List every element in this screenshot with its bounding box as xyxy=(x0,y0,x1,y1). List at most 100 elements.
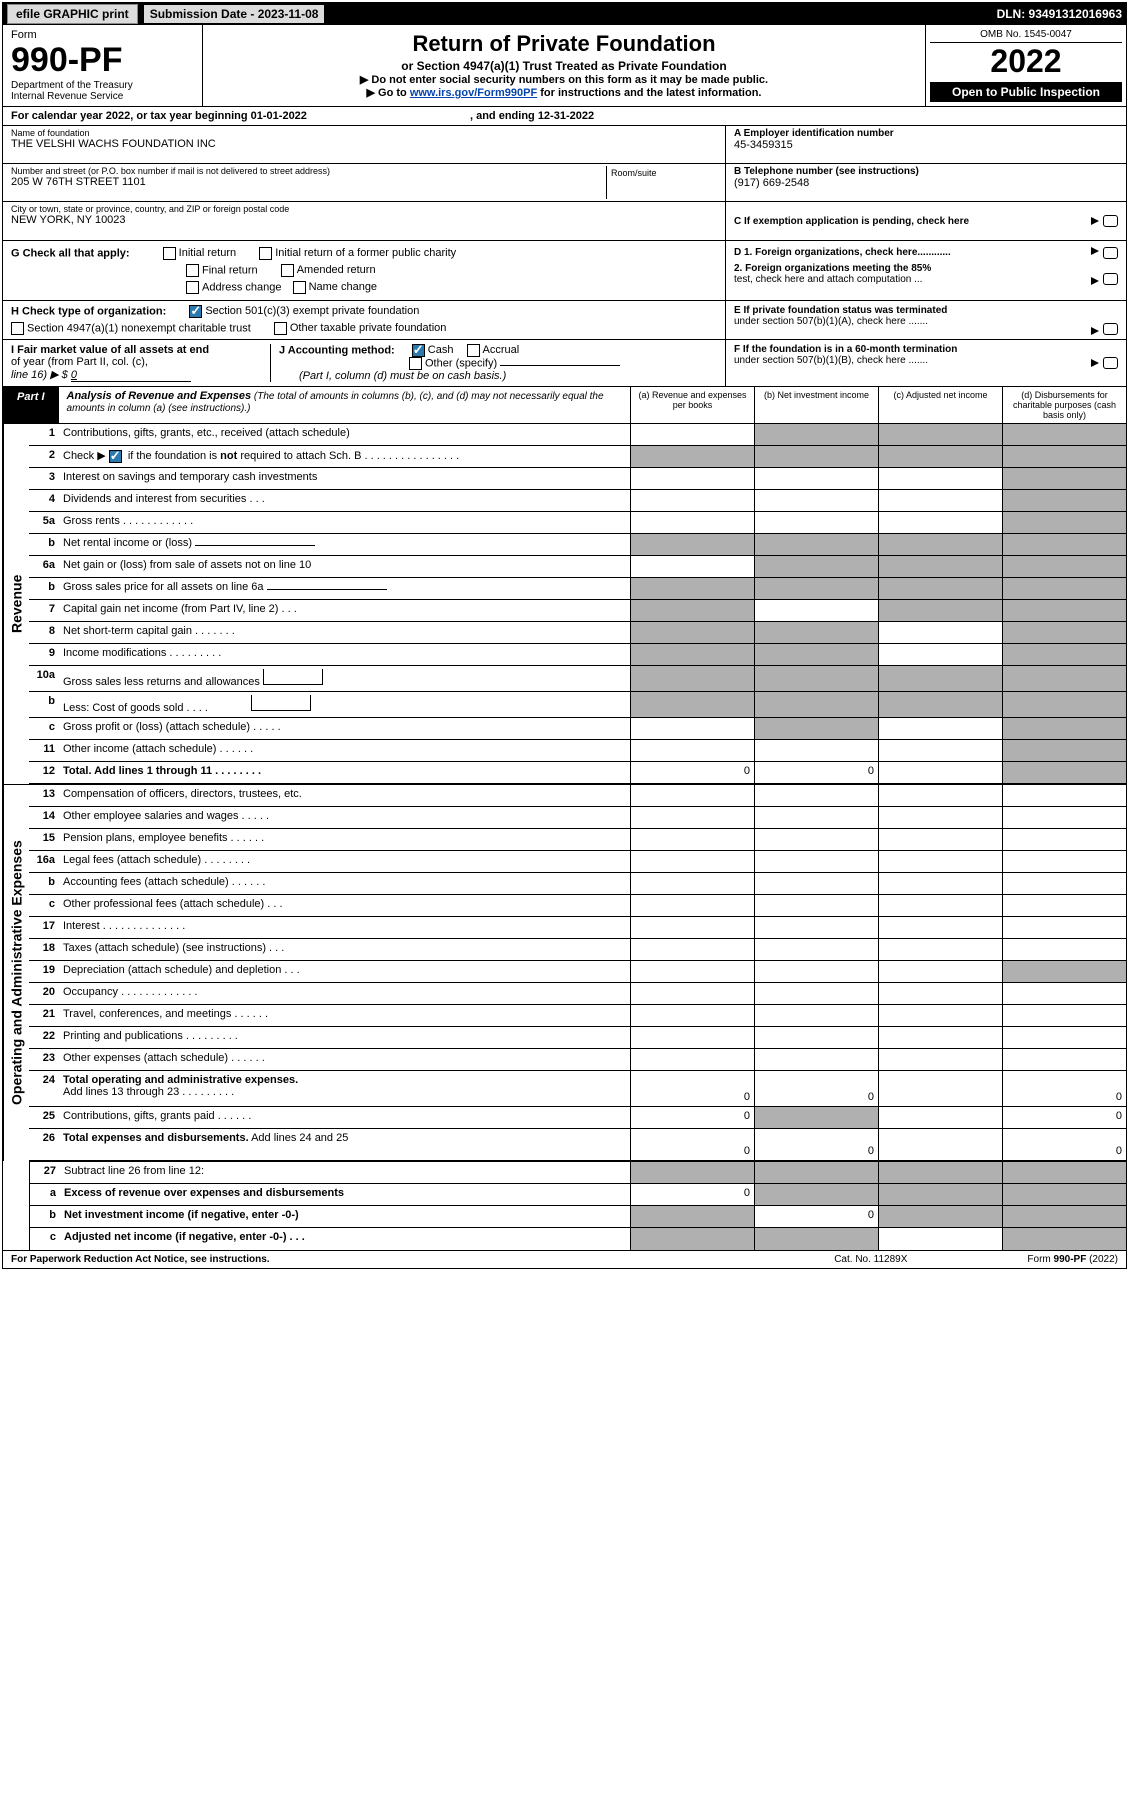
dept: Department of the Treasury xyxy=(11,80,194,91)
name-label: Name of foundation xyxy=(11,128,717,138)
r1: Contributions, gifts, grants, etc., rece… xyxy=(59,424,630,445)
g-initial-former-checkbox[interactable] xyxy=(259,247,272,260)
table-row: 20Occupancy . . . . . . . . . . . . . xyxy=(29,983,1126,1005)
r27: Subtract line 26 from line 12: xyxy=(60,1162,630,1183)
note-2a: ▶ Go to xyxy=(367,87,410,99)
part-title-box: Analysis of Revenue and Expenses (The to… xyxy=(59,387,630,423)
g-name-checkbox[interactable] xyxy=(293,281,306,294)
address-row: Number and street (or P.O. box number if… xyxy=(3,164,725,202)
r10c: Gross profit or (loss) (attach schedule)… xyxy=(59,718,630,739)
r16c: Other professional fees (attach schedule… xyxy=(59,895,630,916)
expense-rows: 13Compensation of officers, directors, t… xyxy=(29,785,1126,1161)
j-cash-checkbox[interactable] xyxy=(412,344,425,357)
col-c-hdr: (c) Adjusted net income xyxy=(878,387,1002,423)
table-row: bNet investment income (if negative, ent… xyxy=(30,1206,1126,1228)
efile-print-button[interactable]: efile GRAPHIC print xyxy=(7,4,138,24)
table-row: 21Travel, conferences, and meetings . . … xyxy=(29,1005,1126,1027)
r24d-val: 0 xyxy=(1002,1071,1126,1106)
r26d-val: 0 xyxy=(1002,1129,1126,1160)
r27b-val: 0 xyxy=(754,1206,878,1227)
table-row: bLess: Cost of goods sold . . . . xyxy=(29,692,1126,718)
note-1: ▶ Do not enter social security numbers o… xyxy=(211,73,917,86)
r3: Interest on savings and temporary cash i… xyxy=(59,468,630,489)
table-row: 10aGross sales less returns and allowanc… xyxy=(29,666,1126,692)
ein-cell: A Employer identification number 45-3459… xyxy=(726,126,1126,164)
street-address: 205 W 76TH STREET 1101 xyxy=(11,176,606,188)
r25d-val: 0 xyxy=(1002,1107,1126,1128)
d2-checkbox[interactable] xyxy=(1103,273,1118,285)
h-box: H Check type of organization: Section 50… xyxy=(3,301,726,339)
e1: E If private foundation status was termi… xyxy=(734,305,947,316)
form-number: 990-PF xyxy=(11,41,194,80)
arrow-icon xyxy=(1091,247,1099,255)
r6b: Gross sales price for all assets on line… xyxy=(59,578,630,599)
note-2b: for instructions and the latest informat… xyxy=(537,87,761,99)
r21: Travel, conferences, and meetings . . . … xyxy=(59,1005,630,1026)
r13: Compensation of officers, directors, tru… xyxy=(59,785,630,806)
h-other-checkbox[interactable] xyxy=(274,322,287,335)
r12: Total. Add lines 1 through 11 . . . . . … xyxy=(59,762,630,783)
j-o1: Cash xyxy=(428,344,454,356)
table-row: 13Compensation of officers, directors, t… xyxy=(29,785,1126,807)
g-amended-checkbox[interactable] xyxy=(281,264,294,277)
r12b-val: 0 xyxy=(754,762,878,783)
c-checkbox[interactable] xyxy=(1103,215,1118,227)
table-row: 2Check ▶ if the foundation is not requir… xyxy=(29,446,1126,468)
j-other-checkbox[interactable] xyxy=(409,357,422,370)
g-address-checkbox[interactable] xyxy=(186,281,199,294)
table-row: 23Other expenses (attach schedule) . . .… xyxy=(29,1049,1126,1071)
g-label: G Check all that apply: xyxy=(11,247,130,259)
j-note: (Part I, column (d) must be on cash basi… xyxy=(299,370,506,382)
schb-checkbox[interactable] xyxy=(109,450,122,463)
r23: Other expenses (attach schedule) . . . .… xyxy=(59,1049,630,1070)
revenue-label: Revenue xyxy=(3,424,29,784)
room-cell: Room/suite xyxy=(607,166,717,199)
form-subtitle: or Section 4947(a)(1) Trust Treated as P… xyxy=(211,59,917,73)
r16b: Accounting fees (attach schedule) . . . … xyxy=(59,873,630,894)
r26a-val: 0 xyxy=(630,1129,754,1160)
table-row: bNet rental income or (loss) xyxy=(29,534,1126,556)
r15: Pension plans, employee benefits . . . .… xyxy=(59,829,630,850)
f-checkbox[interactable] xyxy=(1103,357,1118,369)
f1: F If the foundation is in a 60-month ter… xyxy=(734,344,957,355)
h-501c3-checkbox[interactable] xyxy=(189,305,202,318)
foundation-name-cell: Name of foundation THE VELSHI WACHS FOUN… xyxy=(3,126,725,164)
form-label: Form xyxy=(11,29,194,41)
table-row: 14Other employee salaries and wages . . … xyxy=(29,807,1126,829)
cal-end: , and ending 12-31-2022 xyxy=(470,110,594,122)
omb: OMB No. 1545-0047 xyxy=(930,29,1122,43)
g-initial-checkbox[interactable] xyxy=(163,247,176,260)
i1: I Fair market value of all assets at end xyxy=(11,344,209,356)
j-o3: Other (specify) xyxy=(425,357,497,369)
irs: Internal Revenue Service xyxy=(11,91,194,102)
calendar-year-row: For calendar year 2022, or tax year begi… xyxy=(3,107,1126,126)
header-right: OMB No. 1545-0047 2022 Open to Public In… xyxy=(926,25,1126,106)
table-row: 12Total. Add lines 1 through 11 . . . . … xyxy=(29,762,1126,784)
j-accrual-checkbox[interactable] xyxy=(467,344,480,357)
d-box: D 1. Foreign organizations, check here..… xyxy=(726,241,1126,300)
e-checkbox[interactable] xyxy=(1103,323,1118,335)
r27a: Excess of revenue over expenses and disb… xyxy=(60,1184,630,1205)
table-row: 15Pension plans, employee benefits . . .… xyxy=(29,829,1126,851)
city-val: NEW YORK, NY 10023 xyxy=(11,214,717,226)
table-row: bGross sales price for all assets on lin… xyxy=(29,578,1126,600)
foot-left: For Paperwork Reduction Act Notice, see … xyxy=(11,1254,270,1265)
j-o2: Accrual xyxy=(483,344,520,356)
g-o4: Amended return xyxy=(297,264,376,276)
table-row: 5aGross rents . . . . . . . . . . . . xyxy=(29,512,1126,534)
i3: line 16) ▶ $ xyxy=(11,369,71,381)
h-4947-checkbox[interactable] xyxy=(11,322,24,335)
irs-link[interactable]: www.irs.gov/Form990PF xyxy=(410,87,537,99)
form-title: Return of Private Foundation xyxy=(211,31,917,57)
table-row: 7Capital gain net income (from Part IV, … xyxy=(29,600,1126,622)
r4: Dividends and interest from securities .… xyxy=(59,490,630,511)
part-title: Analysis of Revenue and Expenses xyxy=(67,390,252,402)
r25: Contributions, gifts, grants paid . . . … xyxy=(59,1107,630,1128)
d1-checkbox[interactable] xyxy=(1103,247,1118,259)
header-left: Form 990-PF Department of the Treasury I… xyxy=(3,25,203,106)
r2: Check ▶ if the foundation is not require… xyxy=(59,446,630,467)
r16a: Legal fees (attach schedule) . . . . . .… xyxy=(59,851,630,872)
line-27-rows: 27Subtract line 26 from line 12: aExcess… xyxy=(29,1161,1126,1250)
header-mid: Return of Private Foundation or Section … xyxy=(203,25,926,106)
g-final-checkbox[interactable] xyxy=(186,264,199,277)
